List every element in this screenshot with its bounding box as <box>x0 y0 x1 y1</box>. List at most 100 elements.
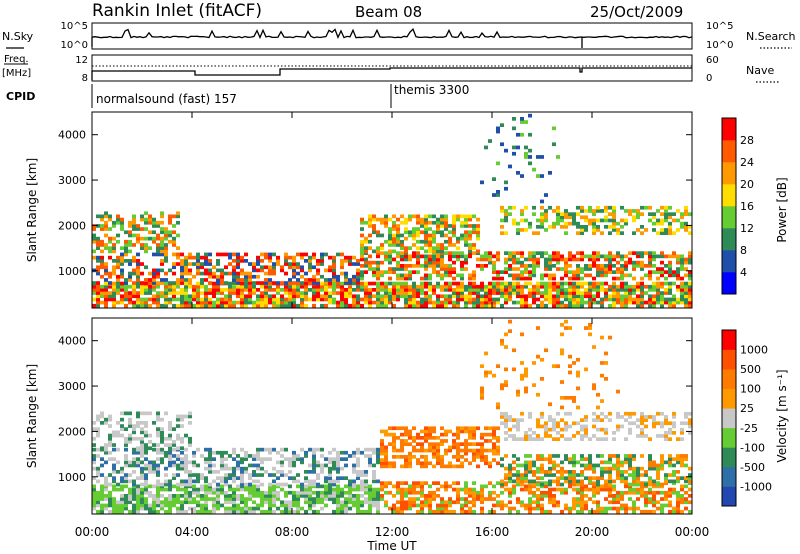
velocity-cell <box>512 487 516 492</box>
power-cell <box>284 291 288 295</box>
power-cell <box>120 271 124 276</box>
power-cell <box>624 291 628 295</box>
power-cell <box>124 249 128 254</box>
power-cell <box>688 300 692 305</box>
power-cell <box>392 214 396 219</box>
velocity-cell <box>272 503 276 508</box>
power-cell <box>676 254 680 259</box>
power-cell <box>360 239 364 244</box>
velocity-cell <box>524 473 528 477</box>
velocity-cell <box>648 497 652 501</box>
velocity-cell <box>508 427 512 432</box>
power-cell <box>588 267 592 271</box>
velocity-cell <box>432 442 436 446</box>
velocity-cell <box>500 383 504 387</box>
power-cell <box>688 260 692 265</box>
power-cell <box>348 281 352 285</box>
velocity-cell <box>508 418 512 422</box>
power-cell <box>100 224 104 228</box>
velocity-cell <box>296 509 300 514</box>
power-cell <box>612 288 616 292</box>
power-cell <box>512 205 516 210</box>
power-cell <box>576 284 580 289</box>
power-cell <box>684 297 688 302</box>
power-cell <box>636 264 640 268</box>
power-cell <box>568 254 572 259</box>
velocity-cell <box>364 479 368 484</box>
power-cell <box>648 205 652 210</box>
power-cell <box>280 303 284 308</box>
power-cell <box>424 254 428 259</box>
power-cell <box>644 284 648 289</box>
velocity-cell <box>660 466 664 471</box>
power-cell <box>168 300 172 305</box>
velocity-cell <box>580 427 584 432</box>
power-cell <box>484 297 488 302</box>
velocity-cell <box>104 417 108 422</box>
power-cell <box>124 239 128 244</box>
velocity-cell <box>408 451 412 456</box>
power-cell <box>100 243 104 247</box>
power-cell <box>544 212 548 216</box>
power-cell <box>464 239 468 244</box>
velocity-cell <box>612 431 616 435</box>
velocity-cell <box>456 464 460 469</box>
power-cell <box>468 284 472 289</box>
velocity-cell <box>356 503 360 508</box>
power-cell <box>596 273 600 278</box>
velocity-cell <box>348 500 352 505</box>
power-cell <box>364 288 368 292</box>
velocity-cell <box>652 509 656 514</box>
velocity-cell <box>532 506 536 511</box>
velocity-cell <box>616 490 620 495</box>
power-cell <box>116 300 120 305</box>
velocity-cell <box>664 497 668 501</box>
power-cell <box>500 123 504 127</box>
velocity-cell <box>580 506 584 511</box>
power-cell <box>684 225 688 229</box>
velocity-cell <box>576 460 580 465</box>
power-cell <box>604 288 608 292</box>
velocity-cell <box>124 460 128 465</box>
velocity-cell <box>624 460 628 465</box>
power-cell <box>376 217 380 222</box>
power-cell <box>532 273 536 278</box>
power-cell <box>396 217 400 222</box>
velocity-cell <box>180 417 184 422</box>
velocity-cell <box>276 450 280 455</box>
power-cell <box>384 220 388 225</box>
velocity-heatmap <box>92 319 692 514</box>
velocity-cell <box>392 464 396 469</box>
velocity-cell <box>240 476 244 480</box>
velocity-cell <box>192 484 196 489</box>
power-cell <box>612 218 616 223</box>
power-cell <box>668 284 672 289</box>
velocity-cell <box>200 454 204 458</box>
velocity-cell <box>316 497 320 501</box>
velocity-cell <box>512 479 516 484</box>
velocity-cell <box>308 494 312 498</box>
power-cell <box>568 294 572 299</box>
velocity-cell <box>444 451 448 456</box>
velocity-cell <box>644 434 648 438</box>
velocity-cell <box>168 433 172 438</box>
velocity-cell <box>556 500 560 505</box>
power-cell <box>224 294 228 299</box>
velocity-cell <box>688 479 692 484</box>
velocity-cell <box>208 454 212 458</box>
velocity-cell <box>400 503 404 508</box>
power-cell <box>432 220 436 225</box>
velocity-cell <box>188 470 192 474</box>
power-cell <box>180 291 184 295</box>
power-cell <box>560 267 564 271</box>
power-cell <box>688 225 692 229</box>
power-cell <box>104 278 108 282</box>
power-cell <box>332 281 336 286</box>
velocity-cell <box>512 348 516 353</box>
velocity-cell <box>452 455 456 459</box>
power-cell <box>556 294 560 299</box>
velocity-cell <box>456 494 460 498</box>
power-cell <box>336 284 340 289</box>
